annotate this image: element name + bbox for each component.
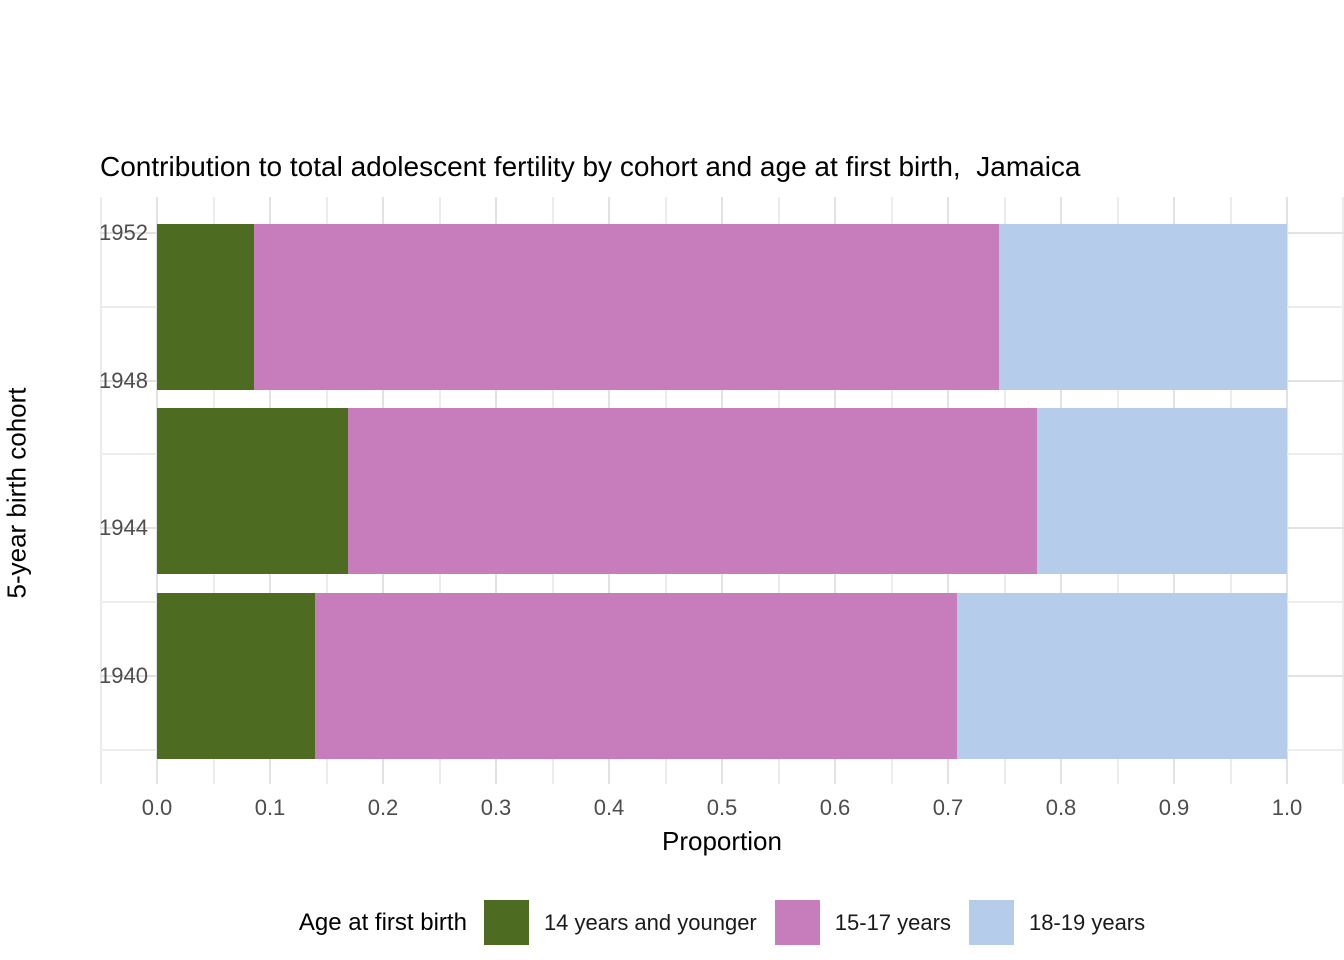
bar-segment-1940	[957, 592, 1287, 759]
bar-segment-1945	[1037, 408, 1287, 575]
x-axis-tick-label: 0.2	[367, 795, 399, 820]
bar-segment-1940	[157, 592, 316, 759]
legend-swatch-icon	[968, 900, 1014, 945]
x-axis-title: Proportion	[662, 826, 782, 856]
legend-item: 18-19 years	[968, 900, 1146, 945]
x-axis-tick-label: 0.3	[480, 795, 512, 820]
bar-segment-1950	[157, 223, 255, 390]
x-axis-tick-label: 0.0	[141, 795, 173, 820]
gridline-minor-vertical	[1342, 197, 1344, 784]
y-axis-tick-label: 1944	[99, 515, 148, 541]
plot-panel	[100, 197, 1344, 784]
x-axis-tick-label: 0.6	[819, 795, 851, 820]
bar-segment-1950	[998, 223, 1287, 390]
y-axis-tick-label: 1940	[99, 662, 148, 688]
chart-title: Contribution to total adolescent fertili…	[100, 151, 1081, 182]
x-axis-tick-label: 0.9	[1158, 795, 1190, 820]
legend-swatch-icon	[483, 900, 529, 945]
x-axis-tick-label: 0.1	[254, 795, 286, 820]
legend-title: Age at first birth	[298, 908, 467, 936]
x-axis-tick-label: 0.4	[593, 795, 625, 820]
legend: Age at first birth 14 years and younger 1…	[100, 885, 1344, 960]
legend-item: 14 years and younger	[483, 900, 757, 945]
x-axis-tick-label: 0.7	[932, 795, 964, 820]
x-axis-tick-label: 0.8	[1045, 795, 1077, 820]
legend-item-label: 18-19 years	[1028, 909, 1146, 935]
legend-item-label: 15-17 years	[834, 909, 951, 935]
y-axis-title: 5-year birth cohort	[1, 387, 32, 599]
bar-segment-1940	[315, 592, 958, 759]
x-axis-tick-label: 1.0	[1271, 795, 1303, 820]
gridline-minor-vertical	[100, 197, 102, 784]
bar-segment-1945	[157, 408, 348, 575]
bar-segment-1945	[347, 408, 1038, 575]
legend-item-label: 14 years and younger	[543, 909, 757, 935]
legend-item: 15-17 years	[774, 900, 951, 945]
legend-swatch-icon	[774, 900, 820, 945]
gridline-major-vertical	[1286, 197, 1288, 784]
y-axis-tick-label: 1952	[99, 220, 148, 245]
bar-segment-1950	[254, 223, 999, 390]
y-axis-tick-label: 1948	[99, 367, 148, 393]
x-axis-tick-label: 0.5	[706, 795, 738, 820]
